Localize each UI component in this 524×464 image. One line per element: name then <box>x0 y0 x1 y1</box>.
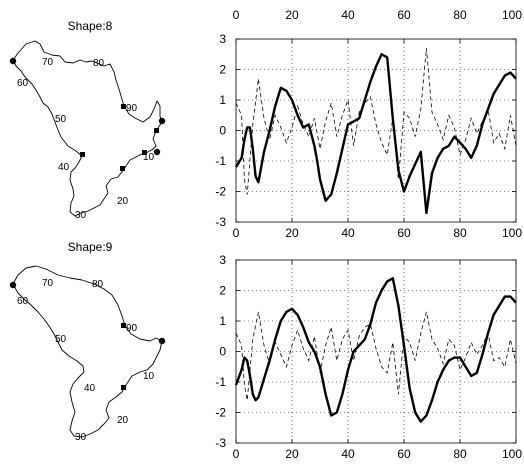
point-label: 60 <box>17 296 29 307</box>
y-tick-label: -2 <box>215 406 226 420</box>
shape-contour <box>12 40 163 217</box>
point-label: 10 <box>143 371 155 382</box>
series-line-dashed <box>235 48 517 195</box>
x-tick-label: 80 <box>453 226 467 240</box>
y-tick-label: 0 <box>219 345 226 359</box>
point-label: 70 <box>42 57 54 68</box>
marker-square <box>120 166 125 171</box>
marker-dot <box>158 117 166 125</box>
y-tick-label: 3 <box>219 253 226 267</box>
top-tick-label: 80 <box>453 8 467 22</box>
point-label: 60 <box>17 78 29 89</box>
series-line-solid <box>234 277 517 423</box>
point-label: 50 <box>55 334 67 345</box>
marker-square <box>142 150 147 155</box>
point-label: 80 <box>92 279 104 290</box>
y-tick-label: 0 <box>219 124 226 138</box>
point-label: 40 <box>58 162 70 173</box>
y-tick-label: -3 <box>215 215 226 229</box>
shape-contour <box>12 265 163 438</box>
marker-dot <box>153 148 161 156</box>
x-tick-label: 0 <box>233 226 240 240</box>
point-label: 10 <box>143 152 155 163</box>
marker-square <box>121 385 126 390</box>
shape-8-panel: Shape:8 10 20 30 40 50 60 70 80 90 <box>9 19 166 221</box>
marker-dot <box>9 57 17 65</box>
marker-square <box>154 128 159 133</box>
x-tick-label: 100 <box>502 226 522 240</box>
top-tick-label: 60 <box>397 8 411 22</box>
y-tick-label: -1 <box>215 375 226 389</box>
y-tick-label: 1 <box>219 314 226 328</box>
x-tick-label: 0 <box>233 447 240 461</box>
top-tick-label: 40 <box>341 8 355 22</box>
y-tick-label: -1 <box>215 154 226 168</box>
top-tick-label: 0 <box>233 8 240 22</box>
x-tick-label: 20 <box>285 226 299 240</box>
top-tick-label: 100 <box>502 8 522 22</box>
chart-shape-8: 3 2 1 0 -1 -2 -3 0 20 40 60 80 100 <box>215 32 522 240</box>
x-tick-label: 80 <box>453 447 467 461</box>
point-label: 70 <box>42 278 54 289</box>
top-axis: 0 20 40 60 80 100 <box>233 8 523 22</box>
point-label: 30 <box>75 432 87 443</box>
shape-title: Shape:8 <box>68 19 113 33</box>
x-tick-label: 100 <box>502 447 522 461</box>
series-line-dashed <box>235 311 517 401</box>
y-tick-label: 1 <box>219 93 226 107</box>
marker-square <box>121 323 126 328</box>
y-tick-label: 2 <box>219 63 226 77</box>
shape-9-panel: Shape:9 10 20 30 40 50 60 70 80 90 <box>9 240 166 443</box>
marker-square <box>121 104 126 109</box>
x-tick-label: 60 <box>397 447 411 461</box>
point-label: 90 <box>126 103 138 114</box>
x-tick-label: 20 <box>285 447 299 461</box>
series-line-solid <box>234 53 517 215</box>
y-tick-label: 2 <box>219 284 226 298</box>
point-label: 20 <box>117 196 129 207</box>
point-label: 50 <box>55 114 67 125</box>
marker-square <box>80 152 85 157</box>
point-label: 20 <box>117 415 129 426</box>
x-tick-label: 40 <box>341 447 355 461</box>
point-label: 30 <box>75 210 87 221</box>
x-tick-label: 40 <box>341 226 355 240</box>
chart-shape-9: 3 2 1 0 -1 -2 -3 0 20 40 60 80 100 <box>215 253 522 461</box>
y-tick-label: -2 <box>215 185 226 199</box>
marker-dot <box>158 337 166 345</box>
top-tick-label: 20 <box>285 8 299 22</box>
x-tick-label: 60 <box>397 226 411 240</box>
point-label: 80 <box>93 58 105 69</box>
marker-dot <box>9 281 17 289</box>
y-tick-label: 3 <box>219 32 226 46</box>
shape-title: Shape:9 <box>68 240 113 254</box>
point-label: 90 <box>126 323 138 334</box>
y-tick-label: -3 <box>215 436 226 450</box>
point-label: 40 <box>84 383 96 394</box>
